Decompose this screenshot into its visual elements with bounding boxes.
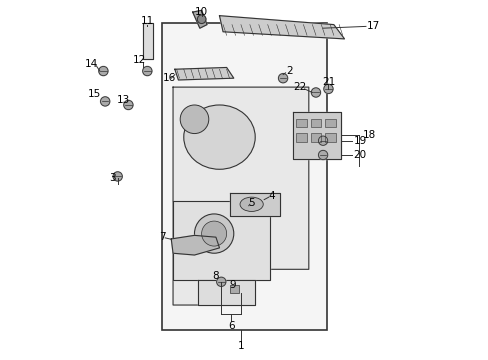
Text: 4: 4 <box>267 191 274 201</box>
Polygon shape <box>173 87 308 305</box>
Text: 16: 16 <box>163 73 176 83</box>
Bar <box>324 118 335 127</box>
Circle shape <box>99 66 108 76</box>
Text: 19: 19 <box>353 136 366 146</box>
Polygon shape <box>230 193 280 216</box>
Circle shape <box>216 277 225 287</box>
Circle shape <box>113 172 122 181</box>
Circle shape <box>142 66 152 76</box>
Text: 6: 6 <box>227 321 234 332</box>
Text: 3: 3 <box>109 173 115 183</box>
Circle shape <box>201 221 226 246</box>
Bar <box>310 133 321 142</box>
Circle shape <box>194 214 233 253</box>
Polygon shape <box>175 67 233 80</box>
Circle shape <box>101 97 110 106</box>
Bar <box>230 285 239 293</box>
Circle shape <box>318 150 327 159</box>
Text: 10: 10 <box>195 7 208 17</box>
Polygon shape <box>173 202 269 280</box>
Polygon shape <box>292 112 340 158</box>
Bar <box>296 118 306 127</box>
Circle shape <box>180 105 208 134</box>
Polygon shape <box>192 10 206 28</box>
Text: 15: 15 <box>88 89 101 99</box>
Ellipse shape <box>240 197 263 211</box>
Bar <box>310 118 321 127</box>
Bar <box>162 23 326 330</box>
Text: 13: 13 <box>116 95 129 105</box>
Text: 14: 14 <box>85 59 98 69</box>
Text: 5: 5 <box>248 198 254 208</box>
Text: 22: 22 <box>293 82 306 92</box>
Polygon shape <box>219 16 344 39</box>
Ellipse shape <box>183 105 255 169</box>
Text: 17: 17 <box>366 21 379 31</box>
Circle shape <box>278 73 287 83</box>
Text: 12: 12 <box>132 55 145 65</box>
Text: 21: 21 <box>321 77 334 87</box>
Text: 2: 2 <box>285 66 292 76</box>
Text: 18: 18 <box>362 130 375 140</box>
Text: 8: 8 <box>212 271 219 282</box>
Circle shape <box>123 100 133 110</box>
Polygon shape <box>171 235 219 255</box>
Circle shape <box>197 15 205 23</box>
Bar <box>324 133 335 142</box>
Circle shape <box>318 136 327 145</box>
Polygon shape <box>142 23 153 59</box>
Text: 7: 7 <box>159 232 165 242</box>
Polygon shape <box>198 280 255 305</box>
Text: 1: 1 <box>237 341 244 351</box>
Circle shape <box>311 88 320 97</box>
Text: 9: 9 <box>229 280 236 291</box>
Text: 20: 20 <box>353 150 366 160</box>
Bar <box>296 133 306 142</box>
Text: 11: 11 <box>141 16 154 26</box>
Circle shape <box>323 84 332 94</box>
